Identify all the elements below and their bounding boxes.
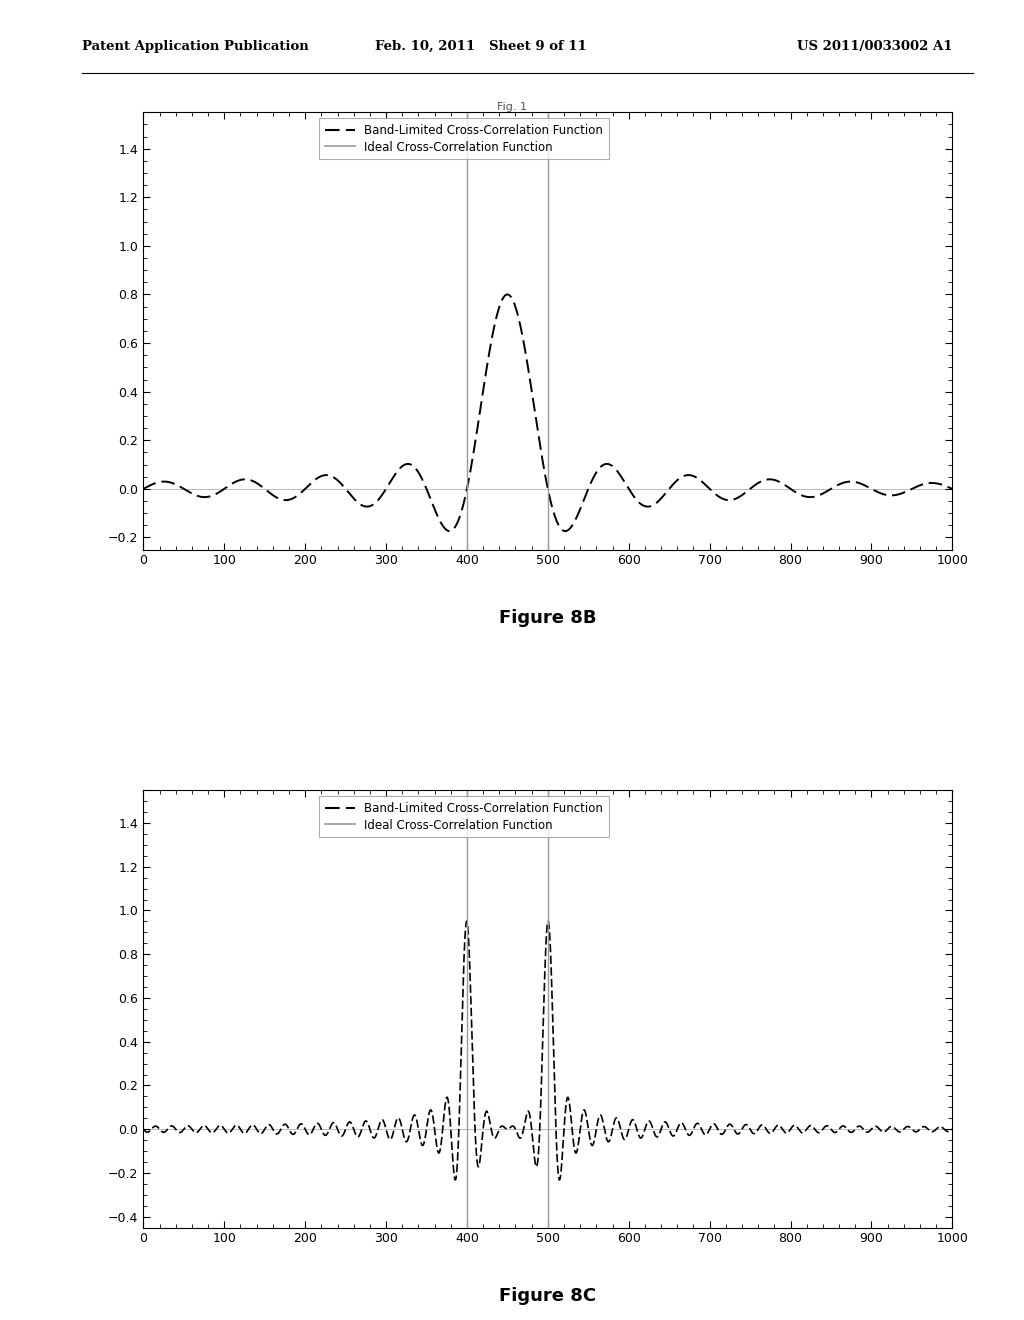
Text: US 2011/0033002 A1: US 2011/0033002 A1	[797, 40, 952, 53]
Text: Patent Application Publication: Patent Application Publication	[82, 40, 308, 53]
Text: Feb. 10, 2011   Sheet 9 of 11: Feb. 10, 2011 Sheet 9 of 11	[376, 40, 587, 53]
Legend: Band-Limited Cross-Correlation Function, Ideal Cross-Correlation Function: Band-Limited Cross-Correlation Function,…	[319, 796, 609, 837]
Text: Fig. 1: Fig. 1	[497, 102, 527, 112]
Text: Figure 8B: Figure 8B	[499, 609, 597, 627]
Legend: Band-Limited Cross-Correlation Function, Ideal Cross-Correlation Function: Band-Limited Cross-Correlation Function,…	[319, 117, 609, 160]
Text: Figure 8C: Figure 8C	[500, 1287, 596, 1305]
